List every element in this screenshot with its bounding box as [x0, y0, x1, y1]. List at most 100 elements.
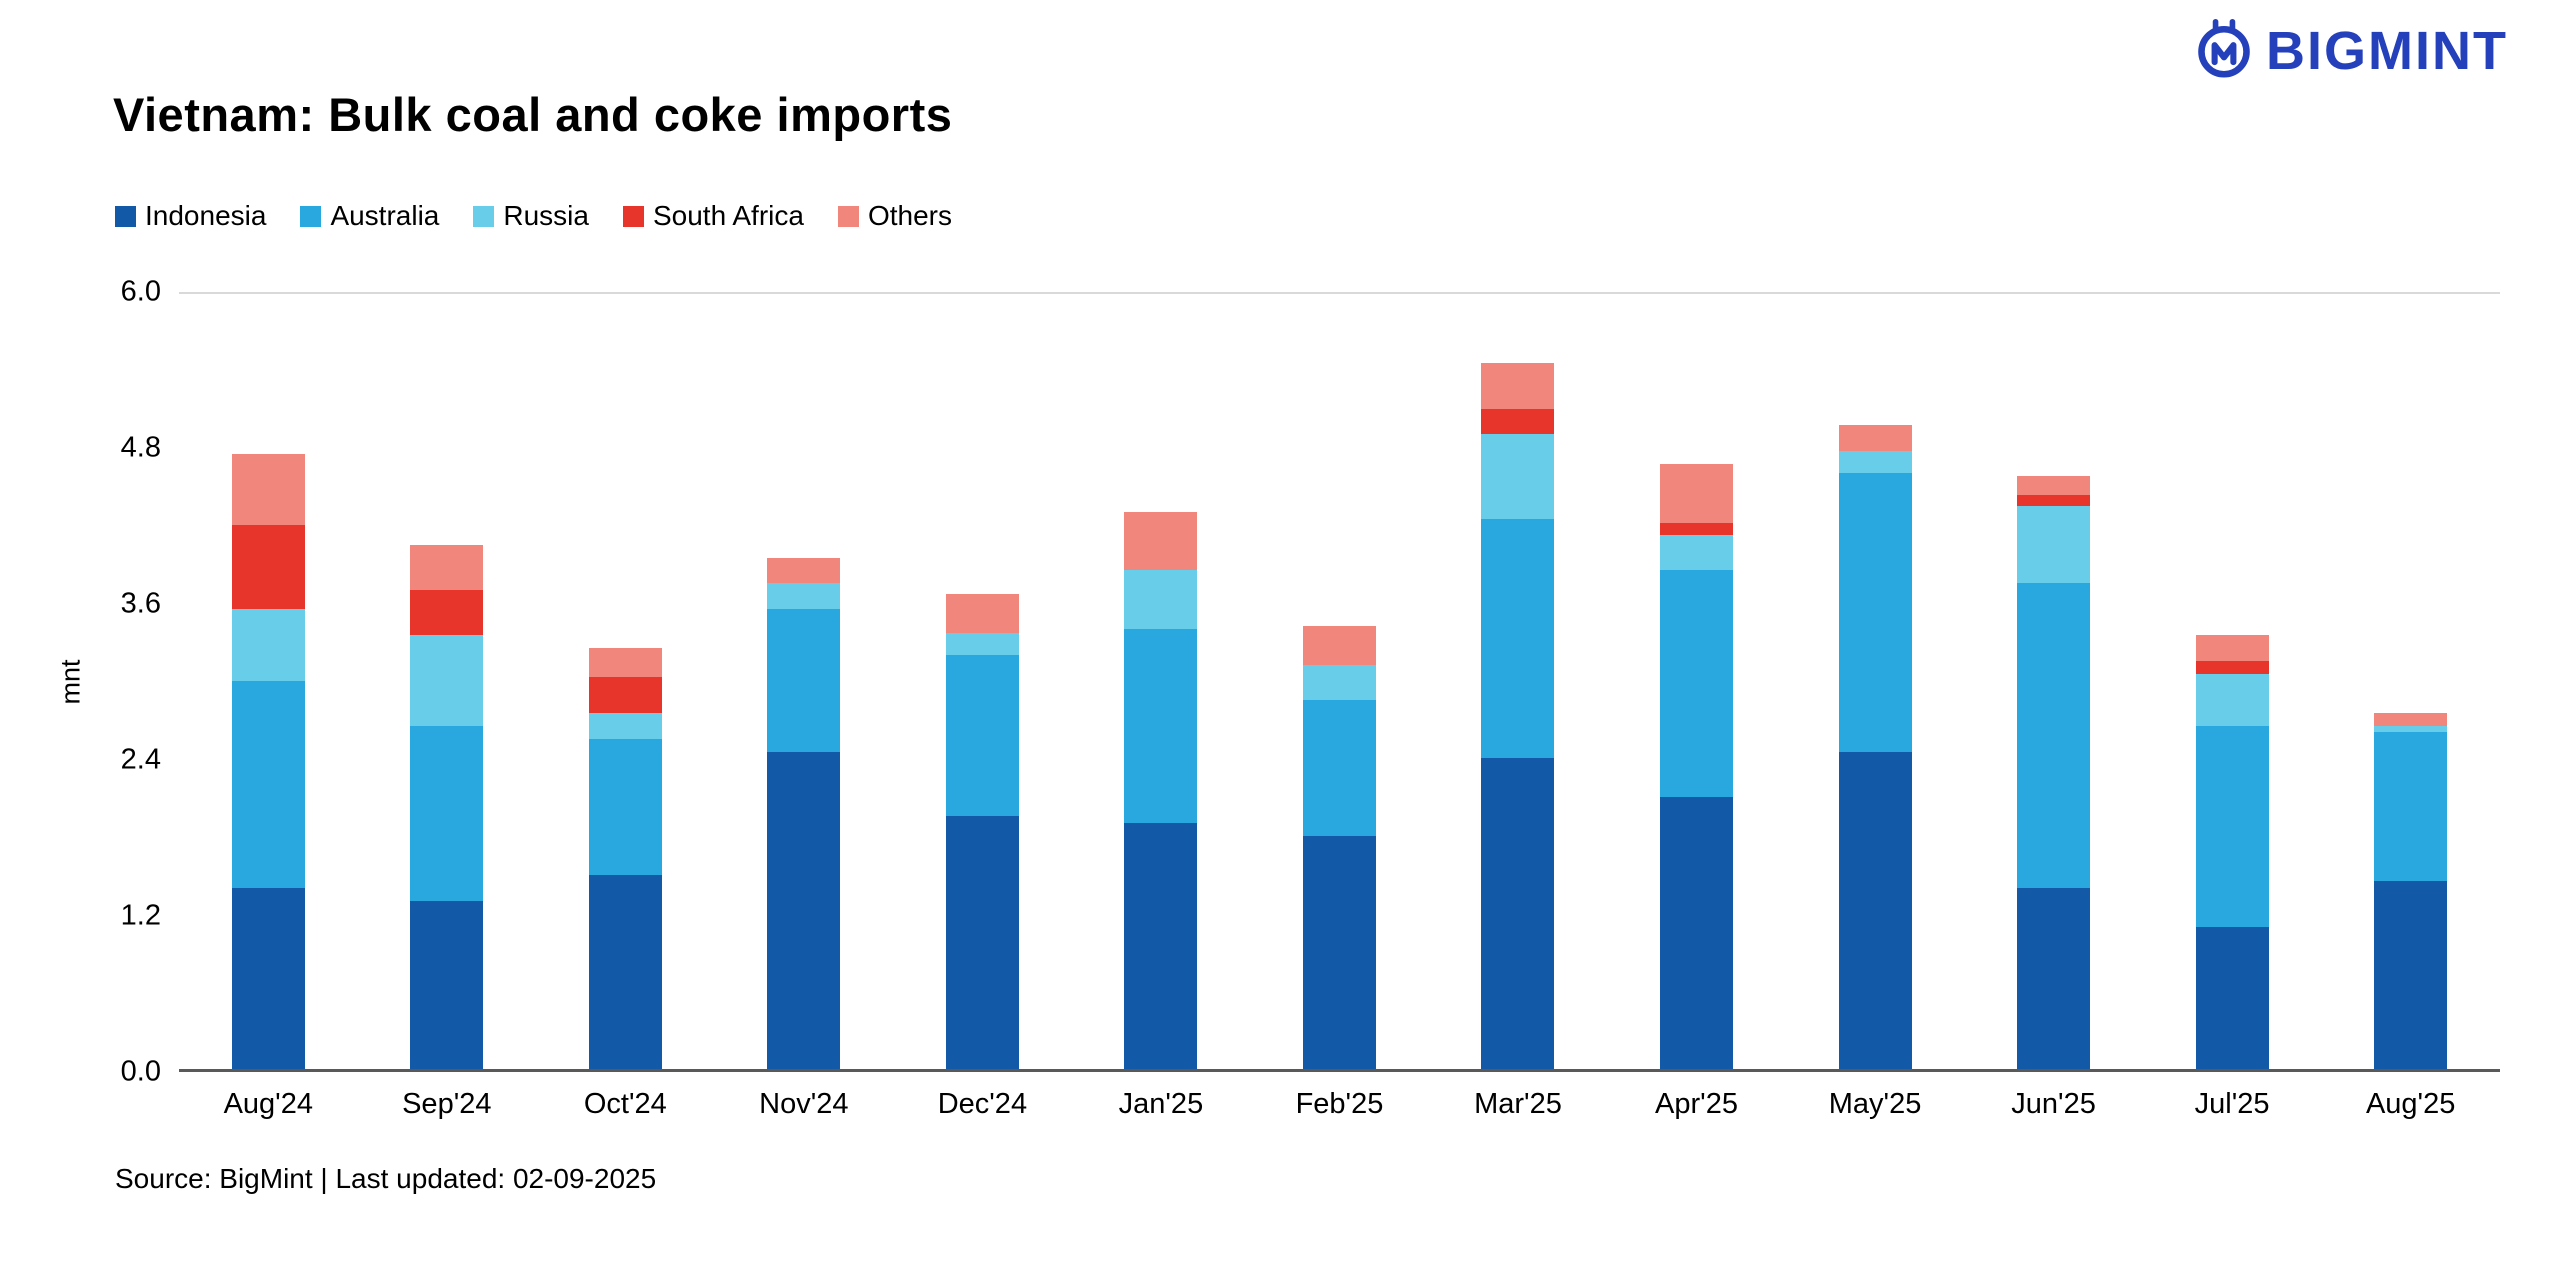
bar-group-aug-25	[2321, 292, 2500, 1069]
bar-segment-russia	[1660, 535, 1734, 571]
y-tick-label: 0.0	[120, 1055, 161, 1088]
bar-segment-australia	[1302, 699, 1376, 836]
bar-segment-australia	[2195, 725, 2269, 927]
stacked-bar-jan-25	[1124, 292, 1198, 1069]
bar-segment-russia	[1124, 570, 1198, 629]
bar-segment-others	[588, 648, 662, 677]
bar-segment-others	[2195, 635, 2269, 662]
bar-segment-others	[410, 544, 484, 590]
y-tick-label: 3.6	[120, 587, 161, 620]
y-tick-label: 2.4	[120, 743, 161, 776]
bar-segment-others	[1481, 363, 1555, 409]
bar-group-jun-25	[1964, 292, 2143, 1069]
legend-swatch-others	[837, 205, 859, 227]
bar-segment-australia	[588, 738, 662, 875]
bar-segment-south-africa	[588, 676, 662, 713]
source-note: Source: BigMint | Last updated: 02-09-20…	[115, 1163, 657, 1194]
bigmint-logo-icon	[2194, 18, 2254, 83]
x-tick-label: Jun'25	[2011, 1088, 2096, 1120]
legend-item-russia: Russia	[473, 200, 589, 232]
x-tick-label: Dec'24	[937, 1088, 1028, 1120]
legend-item-others: Others	[837, 200, 952, 232]
x-tick-label: Oct'24	[583, 1088, 667, 1120]
legend-item-indonesia: Indonesia	[115, 200, 266, 232]
stacked-bar-sep-24	[410, 292, 484, 1069]
bar-segment-indonesia	[1660, 797, 1734, 1069]
bar-segment-australia	[945, 654, 1019, 817]
bar-segment-indonesia	[2017, 887, 2091, 1069]
bar-segment-others	[945, 593, 1019, 633]
legend-swatch-indonesia	[115, 205, 136, 227]
x-tick-label: Jan'25	[1118, 1088, 1204, 1120]
legend: Indonesia Australia Russia South Africa Othe…	[115, 200, 2500, 232]
y-axis-title: mnt	[55, 659, 86, 705]
bar-segment-south-africa	[2195, 661, 2269, 675]
bar-segment-russia	[2195, 674, 2269, 726]
bar-segment-indonesia	[231, 887, 305, 1069]
plot-area	[179, 292, 2500, 1072]
bar-segment-australia	[1838, 473, 1912, 752]
bar-segment-south-africa	[231, 525, 305, 610]
bar-group-jan-25	[1072, 292, 1251, 1069]
bar-segment-russia	[1838, 451, 1912, 474]
x-tick-label: Aug'24	[223, 1088, 313, 1120]
bar-group-apr-25	[1607, 292, 1786, 1069]
bar-segment-indonesia	[945, 816, 1019, 1069]
stacked-bar-may-25	[1838, 292, 1912, 1069]
bar-group-feb-25	[1250, 292, 1429, 1069]
y-tick-label: 1.2	[120, 899, 161, 932]
x-tick-label: Apr'25	[1655, 1088, 1738, 1120]
bar-segment-south-africa	[1660, 522, 1734, 536]
x-tick-label: Feb'25	[1295, 1088, 1384, 1120]
x-axis: Aug'24 Sep'24 Oct'24 Nov'24 Dec'24 Jan'25 Feb'…	[45, 1088, 2500, 1121]
bar-segment-others	[1302, 626, 1376, 665]
x-tick-label: Jul'25	[2194, 1088, 2270, 1120]
bar-segment-russia	[945, 632, 1019, 655]
bar-segment-russia	[2017, 505, 2091, 584]
legend-label: South Africa	[652, 200, 804, 231]
bar-segment-others	[1838, 425, 1912, 452]
x-axis-labels: Aug'24 Sep'24 Oct'24 Nov'24 Dec'24 Jan'25 Feb'…	[179, 1088, 2500, 1121]
stacked-bar-nov-24	[767, 292, 841, 1069]
stacked-bar-dec-24	[945, 292, 1019, 1069]
bar-segment-australia	[2374, 732, 2448, 882]
bars-container	[179, 292, 2500, 1069]
stacked-bar-apr-25	[1660, 292, 1734, 1069]
bar-segment-others	[767, 557, 841, 584]
bar-segment-others	[231, 453, 305, 526]
bar-segment-russia	[410, 635, 484, 726]
bar-segment-australia	[767, 609, 841, 752]
bar-segment-indonesia	[1481, 758, 1555, 1069]
x-tick-label: Mar'25	[1474, 1088, 1562, 1120]
stacked-bar-oct-24	[588, 292, 662, 1069]
bar-segment-south-africa	[410, 589, 484, 636]
bar-segment-australia	[1481, 518, 1555, 759]
chart-title: Vietnam: Bulk coal and coke imports	[113, 88, 953, 141]
bar-group-dec-24	[893, 292, 1072, 1069]
bar-segment-indonesia	[588, 874, 662, 1069]
bar-segment-russia	[588, 712, 662, 739]
stacked-bar-jun-25	[2017, 292, 2091, 1069]
bar-segment-australia	[1660, 570, 1734, 798]
bar-segment-russia	[1302, 664, 1376, 700]
chart-area: mnt 0.0 1.2 2.4 3.6 4.8 6.0	[45, 276, 2500, 1088]
x-tick-label: Nov'24	[759, 1088, 849, 1120]
bar-segment-others	[2374, 712, 2448, 726]
bar-segment-south-africa	[1481, 408, 1555, 435]
bar-group-may-25	[1786, 292, 1965, 1069]
bar-segment-others	[1660, 464, 1734, 523]
legend-label: Russia	[503, 200, 589, 231]
stacked-bar-jul-25	[2195, 292, 2269, 1069]
bigmint-logo-text: BIGMINT	[2266, 20, 2508, 81]
legend-item-south-africa: South Africa	[622, 200, 804, 232]
legend-label: Others	[867, 200, 952, 231]
y-tick-label: 6.0	[120, 275, 161, 308]
bar-segment-others	[2017, 475, 2091, 496]
bar-segment-indonesia	[1838, 751, 1912, 1069]
bar-segment-australia	[410, 725, 484, 901]
legend-swatch-russia	[473, 205, 495, 227]
bar-group-nov-24	[715, 292, 894, 1069]
bar-segment-russia	[1481, 434, 1555, 519]
legend-swatch-south-africa	[622, 205, 644, 227]
